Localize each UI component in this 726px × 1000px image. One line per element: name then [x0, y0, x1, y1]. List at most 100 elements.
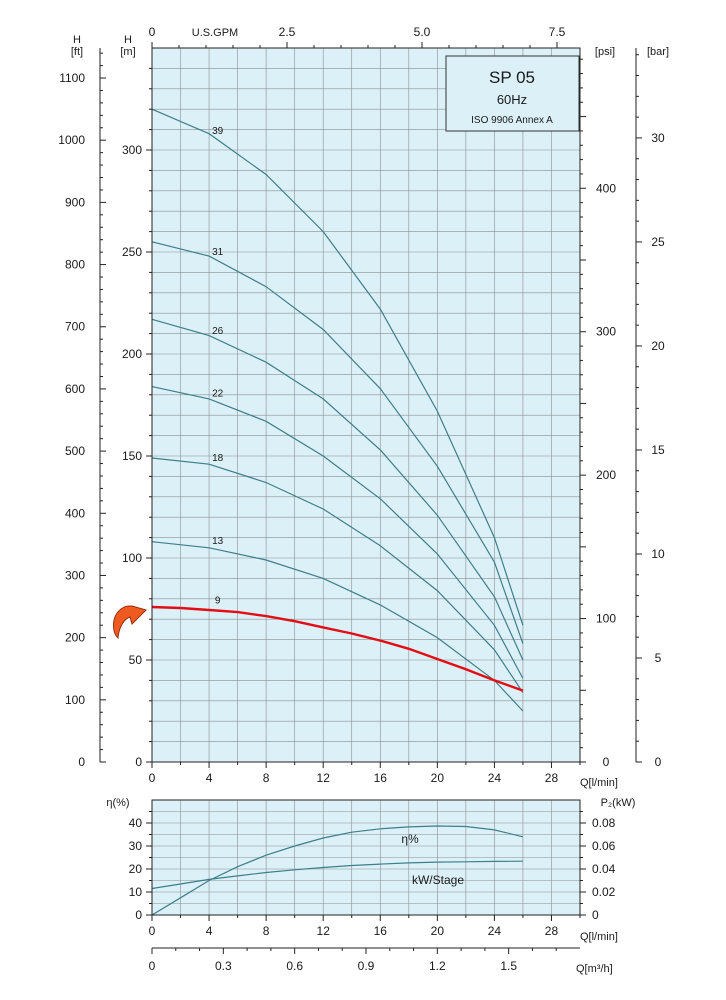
x-tick-label: 24 [488, 924, 502, 938]
x-tick-label: 4 [206, 924, 213, 938]
usgpm-tick-label: 2.5 [279, 25, 296, 39]
x-tick-label: 12 [317, 771, 331, 785]
x-tick-label: 16 [374, 924, 388, 938]
m3h-tick-label: 0.6 [286, 959, 303, 973]
x-tick-label: 0 [149, 771, 156, 785]
m-tick-label: 200 [122, 347, 142, 361]
head-curve-label-26: 26 [212, 326, 224, 337]
usgpm-tick-label: 7.5 [549, 25, 566, 39]
head-chart-axes: 0 4 8 12 16 20 24 28050100150200250300010020030… [58, 25, 665, 785]
kw-tick-label: 0.04 [592, 862, 616, 876]
h-m-unit: [m] [120, 46, 135, 58]
ft-tick-label: 400 [65, 506, 85, 520]
m-tick-label: 300 [122, 143, 142, 157]
efficiency-chart-axes: 0 4 8 12 16 20 24 28 0 10 20 30 40 0 0.02 0.04 0.06 0.08 0… [129, 799, 616, 973]
legend-box: SP 05 60Hz ISO 9906 Annex A [445, 55, 580, 132]
ft-tick-label: 500 [65, 444, 85, 458]
ft-tick-label: 1000 [58, 133, 85, 147]
bar-tick-label: 0 [655, 755, 662, 769]
kw-tick-label: 0 [592, 908, 599, 922]
psi-unit: [psi] [595, 46, 615, 58]
ft-tick-label: 900 [65, 195, 85, 209]
x-tick-label: 16 [374, 771, 388, 785]
ft-tick-label: 100 [65, 693, 85, 707]
m3h-tick-label: 1.2 [429, 959, 446, 973]
efficiency-curve [151, 825, 524, 916]
m3h-tick-label: 1.5 [500, 959, 517, 973]
bar-unit: [bar] [647, 46, 669, 58]
head-chart-background [152, 48, 580, 762]
kw-tick-label: 0.02 [592, 885, 616, 899]
head-curve-label-31: 31 [212, 247, 224, 258]
psi-tick-label: 400 [596, 181, 616, 195]
eta-tick-label: 20 [129, 862, 143, 876]
x-tick-label: 24 [488, 771, 502, 785]
x-tick-label: 12 [317, 924, 331, 938]
ft-tick-label: 800 [65, 258, 85, 272]
eta-tick-label: 30 [129, 839, 143, 853]
x-tick-label: 0 [149, 924, 156, 938]
h-ft-unit: [ft] [71, 46, 83, 58]
usgpm-tick-label: 5.0 [414, 25, 431, 39]
head-curve-13 [151, 541, 524, 712]
x-tick-label: 28 [545, 771, 559, 785]
psi-tick-label: 300 [596, 325, 616, 339]
legend-box-frame [445, 55, 580, 132]
efficiency-curves [151, 825, 524, 916]
head-curves: 39 31 26 22 18 13 9 [151, 108, 524, 712]
h-ft-letter: H [73, 34, 81, 46]
m3h-tick-label: 0 [149, 959, 156, 973]
eta-tick-label: 40 [129, 816, 143, 830]
plot-area [152, 48, 580, 762]
bar-tick-label: 20 [651, 339, 665, 353]
usgpm-tick-label: 0 [149, 25, 156, 39]
x-tick-label: 8 [263, 924, 270, 938]
x-tick-label: 28 [545, 924, 559, 938]
psi-tick-label: 100 [596, 612, 616, 626]
eta-tick-label: 10 [129, 885, 143, 899]
ft-tick-label: 200 [65, 631, 85, 645]
m3h-tick-label: 0.3 [215, 959, 232, 973]
x-tick-label: 4 [206, 771, 213, 785]
m-tick-label: 250 [122, 245, 142, 259]
x-tick-label: 20 [431, 771, 445, 785]
eta-curve-label: η% [401, 832, 419, 846]
head-curve-31 [151, 241, 524, 644]
kw-tick-label: 0.08 [592, 816, 616, 830]
bar-tick-label: 15 [651, 443, 665, 457]
m3h-tick-label: 0.9 [358, 959, 375, 973]
head-curve-26 [151, 318, 524, 661]
m-tick-label: 100 [122, 551, 142, 565]
power-curve [151, 860, 523, 890]
head-curve-label-13: 13 [212, 536, 224, 547]
psi-tick-label: 0 [603, 755, 610, 769]
efficiency-chart-grid [152, 800, 580, 915]
psi-tick-label: 200 [596, 468, 616, 482]
eta-axis-label: η(%) [106, 797, 129, 809]
x-tick-label: 20 [431, 924, 445, 938]
ft-tick-label: 700 [65, 320, 85, 334]
bar-tick-label: 25 [651, 235, 665, 249]
ft-tick-label: 600 [65, 382, 85, 396]
ft-tick-label: 0 [78, 755, 85, 769]
legend-frequency: 60Hz [497, 92, 527, 107]
bar-tick-label: 5 [655, 651, 662, 665]
head-curve-9 [151, 605, 524, 692]
q-lmin-label: Q[l/min] [580, 777, 618, 789]
legend-standard: ISO 9906 Annex A [471, 115, 553, 126]
head-curve-label-39: 39 [212, 126, 224, 137]
usgpm-label: U.S.GPM [192, 27, 238, 39]
h-m-letter: H [124, 34, 132, 46]
highlight-arrow [113, 605, 147, 640]
x-tick-label: 8 [263, 771, 270, 785]
legend-title: SP 05 [489, 68, 535, 87]
p2-axis-label: P₂(kW) [601, 797, 636, 809]
q-m3h-label: Q[m³/h] [576, 963, 613, 975]
head-curve-39 [151, 108, 524, 626]
eta-tick-label: 0 [135, 908, 142, 922]
head-curve-18 [151, 457, 524, 693]
bar-tick-label: 30 [651, 131, 665, 145]
head-curve-label-9: 9 [215, 595, 221, 606]
ft-tick-label: 1100 [59, 71, 85, 85]
